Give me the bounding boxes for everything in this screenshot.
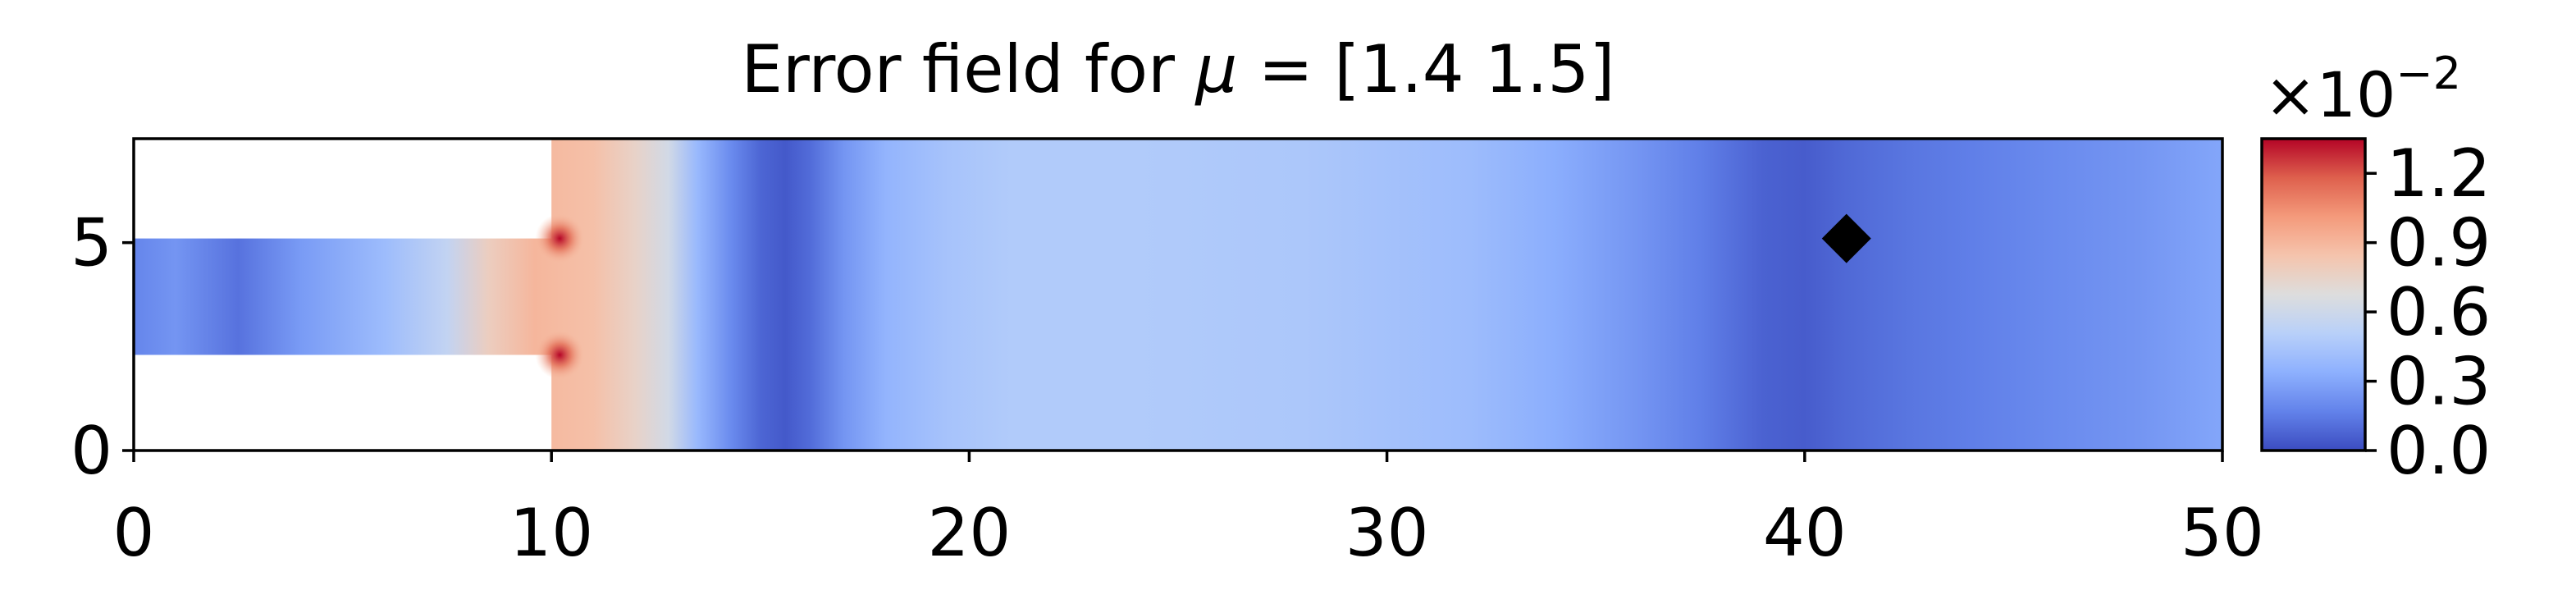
colorbar-tick-label: 0.9 [2386, 205, 2491, 281]
colorbar-frame [2260, 137, 2367, 452]
error-hotspot-1 [535, 213, 585, 263]
chart-title-mu-symbol: μ [1194, 31, 1237, 108]
y-axis-ticks: 05 [71, 205, 134, 489]
colorbar: 0.00.30.60.91.2 ×10−2 [2260, 48, 2491, 489]
chart-title-prefix: Error field for [741, 31, 1195, 108]
x-tick-label: 20 [928, 495, 1012, 571]
x-tick-label: 40 [1763, 495, 1847, 571]
colorbar-fill [2262, 139, 2365, 451]
colorbar-multiplier-base: ×10 [2264, 58, 2396, 131]
colorbar-tick-label: 1.2 [2386, 135, 2491, 212]
axes-frame [132, 137, 2224, 452]
main-channel-field [551, 139, 2222, 451]
x-tick-label: 10 [509, 495, 593, 571]
y-tick-label: 0 [71, 413, 112, 489]
colorbar-multiplier-exponent: −2 [2396, 48, 2461, 99]
y-tick-label: 5 [71, 205, 112, 281]
colorbar-tick-label: 0.6 [2386, 274, 2491, 350]
colorbar-multiplier: ×10−2 [2264, 48, 2461, 131]
x-axis-ticks: 0 10 20 30 40 50 [113, 451, 2264, 571]
error-hotspot-2 [535, 330, 585, 380]
colorbar-tick-label: 0.0 [2386, 413, 2491, 489]
probe-marker-diamond [1821, 213, 1871, 263]
colorbar-ticks: 0.00.30.60.91.2 [2365, 135, 2491, 489]
colorbar-tick-label: 0.3 [2386, 344, 2491, 420]
x-tick-label: 50 [2181, 495, 2264, 571]
hotspot-layer [535, 213, 585, 380]
inlet-channel-field [134, 238, 553, 355]
chart-title-suffix: = [1.4 1.5] [1237, 31, 1615, 108]
chart-title: Error field for μ = [1.4 1.5] [741, 31, 1615, 108]
plot-area [134, 139, 2222, 451]
x-tick-label: 30 [1345, 495, 1429, 571]
x-tick-label: 0 [113, 495, 155, 571]
